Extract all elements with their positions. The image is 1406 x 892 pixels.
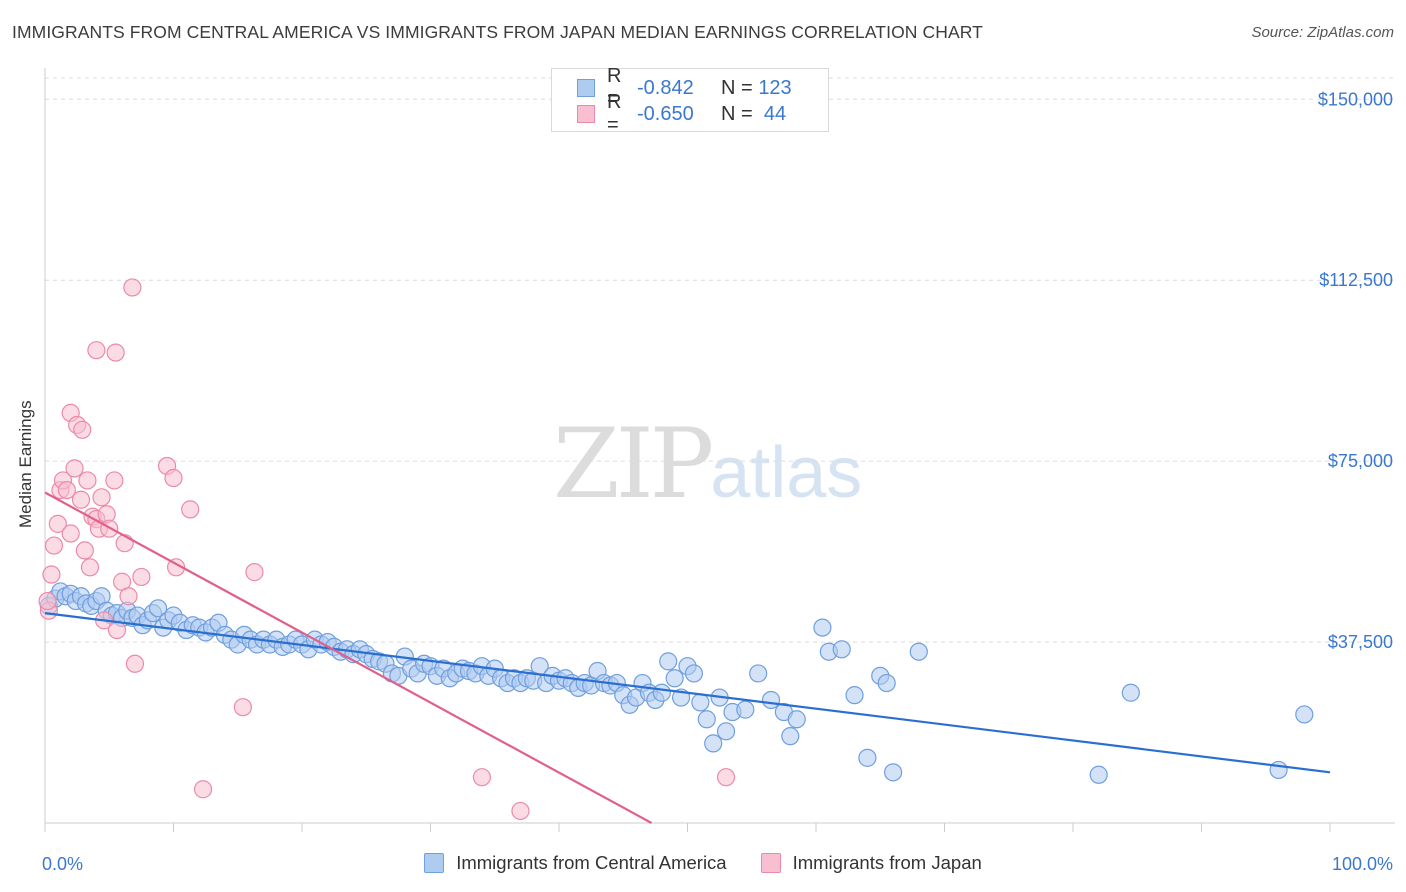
point-japan — [193, 780, 213, 799]
series-legend-central-america[interactable]: Immigrants from Central America — [424, 852, 727, 874]
legend-swatch-pink — [577, 105, 595, 123]
legend-n-value: 44 — [763, 102, 787, 125]
legend-n-value: 123 — [758, 76, 792, 99]
series-swatch-blue — [424, 853, 445, 873]
point-japan — [107, 620, 127, 640]
point-japan — [245, 563, 264, 582]
point-japan — [105, 471, 124, 490]
y-axis-label: Median Earnings — [16, 400, 35, 528]
point-japan — [48, 514, 67, 533]
chart-title: IMMIGRANTS FROM CENTRAL AMERICA VS IMMIG… — [12, 22, 983, 42]
series-legend: Immigrants from Central America Immigran… — [0, 852, 1406, 874]
x-tick-label: 0.0% — [42, 854, 83, 874]
point-japan — [80, 558, 100, 577]
point-japan — [115, 534, 134, 553]
series-swatch-pink — [760, 853, 781, 873]
y-tick-label: $75,000 — [1328, 451, 1393, 471]
point-central-america — [858, 748, 877, 767]
x-tick-label: 100.0% — [1332, 854, 1393, 874]
legend-r-label: R = — [607, 91, 622, 136]
point-japan — [78, 471, 97, 490]
point-central-america — [1269, 760, 1288, 780]
point-japan — [511, 801, 530, 821]
point-central-america — [1121, 683, 1140, 702]
point-japan — [472, 768, 491, 787]
point-central-america — [684, 664, 704, 683]
point-japan — [73, 420, 92, 439]
point-central-america — [749, 664, 768, 683]
point-japan — [92, 488, 111, 507]
point-japan — [233, 698, 252, 717]
point-central-america — [697, 710, 716, 729]
series-legend-label: Immigrants from Japan — [792, 852, 982, 873]
point-central-america — [659, 652, 678, 671]
point-japan — [44, 536, 64, 555]
point-central-america — [761, 690, 781, 710]
legend-swatch-blue — [577, 79, 595, 97]
legend-row-central-america: R = -0.842 N = 123 — [577, 65, 795, 110]
correlation-legend: R = -0.842 N = 123 R = -0.650 N = 44 — [551, 65, 829, 136]
point-central-america — [832, 640, 851, 659]
source-label: Source: ZipAtlas.com — [1251, 24, 1394, 41]
point-japan — [119, 587, 138, 606]
point-central-america — [652, 683, 671, 702]
trend-line-japan — [44, 491, 653, 824]
point-japan — [123, 278, 142, 297]
point-japan — [71, 490, 91, 509]
point-japan — [166, 558, 186, 577]
point-central-america — [691, 693, 710, 712]
point-central-america — [877, 673, 896, 693]
point-central-america — [665, 669, 684, 688]
legend-r-value: -0.842 — [637, 76, 694, 99]
point-central-america — [736, 700, 755, 719]
watermark-atlas: atlas — [710, 433, 863, 513]
point-japan — [716, 768, 736, 787]
point-japan — [42, 565, 61, 584]
point-central-america — [1089, 765, 1108, 784]
point-japan — [87, 341, 106, 360]
point-central-america — [148, 599, 168, 618]
point-central-america — [787, 710, 806, 729]
point-japan — [65, 459, 84, 478]
series-legend-label: Immigrants from Central America — [456, 852, 727, 873]
point-japan — [61, 524, 80, 543]
point-central-america — [909, 642, 928, 661]
point-japan — [181, 500, 200, 519]
y-tick-label: $150,000 — [1318, 89, 1393, 109]
point-central-america — [883, 763, 903, 782]
point-japan — [57, 480, 76, 500]
trend-line-central-america — [44, 612, 1331, 774]
point-central-america — [716, 722, 736, 741]
point-japan — [132, 567, 151, 587]
point-central-america — [845, 686, 864, 705]
point-japan — [38, 591, 57, 611]
point-japan — [125, 654, 145, 673]
point-central-america — [704, 734, 723, 753]
y-tick-label: $37,500 — [1328, 632, 1393, 652]
legend-n-label: N = — [721, 76, 753, 99]
point-central-america — [813, 618, 832, 637]
legend-r-label: R = — [607, 65, 622, 110]
series-legend-japan[interactable]: Immigrants from Japan — [760, 852, 982, 874]
y-tick-label: $112,500 — [1319, 270, 1393, 290]
zipatlas-watermark: ZIPatlas — [553, 408, 862, 520]
legend-r-value: -0.650 — [637, 102, 694, 125]
point-japan — [164, 468, 183, 488]
legend-row-japan: R = -0.650 N = 44 — [577, 91, 795, 136]
point-japan — [106, 343, 125, 362]
watermark-zip: ZIP — [553, 408, 714, 520]
point-japan — [75, 541, 94, 560]
point-central-america — [781, 727, 800, 746]
legend-n-label: N = — [721, 102, 753, 125]
point-central-america — [1295, 705, 1314, 724]
